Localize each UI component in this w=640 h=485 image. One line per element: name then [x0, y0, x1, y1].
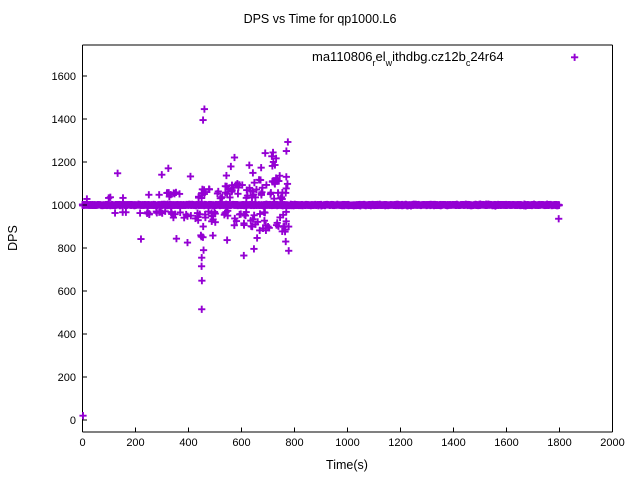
svg-text:1600: 1600	[52, 71, 76, 83]
svg-text:0: 0	[79, 437, 85, 449]
svg-text:1000: 1000	[52, 200, 76, 212]
svg-text:600: 600	[58, 286, 76, 298]
svg-text:1800: 1800	[547, 437, 571, 449]
svg-text:800: 800	[58, 243, 76, 255]
svg-text:1200: 1200	[388, 437, 412, 449]
svg-text:400: 400	[179, 437, 197, 449]
svg-text:0: 0	[70, 415, 76, 427]
svg-text:1000: 1000	[335, 437, 359, 449]
svg-text:1600: 1600	[494, 437, 518, 449]
svg-text:1400: 1400	[441, 437, 465, 449]
svg-text:200: 200	[58, 372, 76, 384]
svg-text:800: 800	[285, 437, 303, 449]
svg-text:1200: 1200	[52, 157, 76, 169]
svg-text:DPS vs Time for qp1000.L6: DPS vs Time for qp1000.L6	[244, 12, 397, 26]
svg-text:DPS: DPS	[6, 225, 20, 251]
svg-text:600: 600	[232, 437, 250, 449]
svg-text:400: 400	[58, 329, 76, 341]
svg-text:1400: 1400	[52, 114, 76, 126]
svg-text:200: 200	[126, 437, 144, 449]
svg-text:2000: 2000	[600, 437, 624, 449]
svg-text:Time(s): Time(s)	[326, 458, 368, 472]
